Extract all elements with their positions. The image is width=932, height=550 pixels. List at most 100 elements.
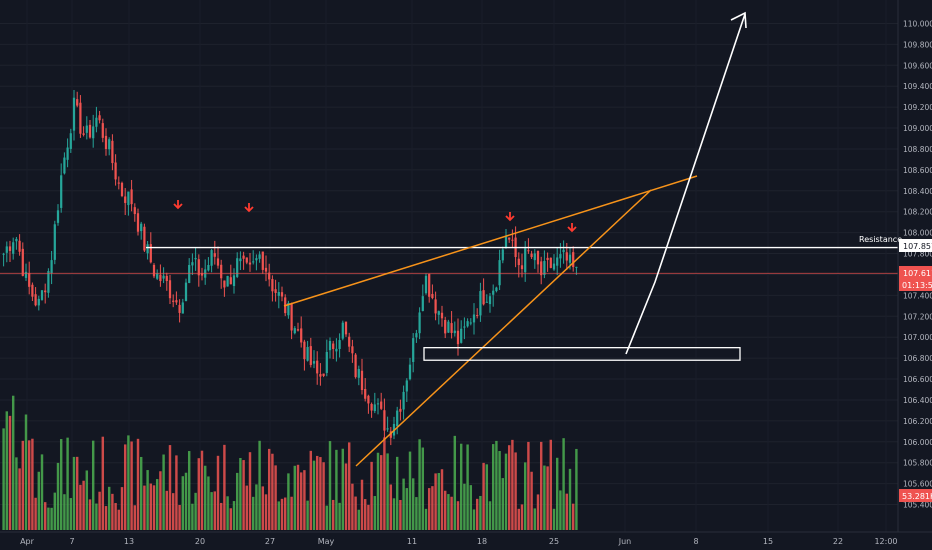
- volume-bar: [504, 453, 508, 530]
- volume-bar: [552, 508, 556, 530]
- candle-body: [533, 253, 536, 261]
- volume-bar: [360, 479, 364, 530]
- candle-body: [120, 182, 124, 197]
- volume-bar: [440, 469, 444, 530]
- volume-bar: [184, 472, 188, 530]
- support-zone-box[interactable]: [423, 347, 741, 361]
- candle-body: [351, 346, 354, 354]
- volume-bar: [536, 494, 540, 530]
- volume-bar: [459, 443, 463, 530]
- volume-bar: [523, 462, 527, 530]
- volume-bar: [568, 468, 572, 530]
- price-tick-label: 105.600: [903, 480, 932, 489]
- volume-bar: [258, 440, 261, 530]
- volume-bar: [575, 448, 578, 530]
- volume-bar: [82, 480, 85, 530]
- volume-bar: [456, 501, 460, 530]
- volume-bar: [255, 484, 258, 530]
- candle-body: [418, 312, 421, 334]
- candle-body: [63, 157, 66, 174]
- volume-bar: [293, 465, 297, 530]
- candle-body: [415, 333, 418, 338]
- volume-bar: [405, 488, 409, 530]
- candle-body: [357, 369, 360, 378]
- volume-bar: [488, 501, 492, 530]
- volume-bar: [434, 473, 437, 530]
- wedge-lower-line[interactable]: [355, 189, 652, 467]
- candle-body: [146, 244, 149, 254]
- candle-body: [143, 226, 146, 251]
- candle-body: [85, 125, 88, 133]
- candle-body: [450, 323, 453, 333]
- candle-body: [280, 292, 284, 297]
- volume-bar: [216, 455, 220, 530]
- candle-body: [152, 264, 156, 277]
- volume-bar: [267, 448, 271, 530]
- volume-bar: [66, 437, 69, 530]
- volume-bar: [223, 444, 226, 530]
- candle-body: [463, 326, 466, 328]
- volume-bar: [530, 471, 533, 530]
- time-tick-label: Apr: [20, 537, 35, 546]
- volume-bar: [571, 503, 575, 530]
- volume-bar: [376, 452, 380, 530]
- price-tick-label: 109.000: [903, 124, 932, 133]
- projection-arrow[interactable]: [625, 13, 746, 355]
- candle-body: [277, 291, 280, 296]
- candle-body: [229, 277, 232, 285]
- candle-body: [117, 182, 120, 184]
- volume-bar: [546, 466, 549, 530]
- volume-bar: [287, 473, 290, 530]
- volume-bar: [328, 441, 332, 530]
- candle-body: [565, 252, 568, 261]
- candle-body: [252, 261, 255, 263]
- candle-body: [47, 271, 50, 293]
- volume-bar: [162, 454, 165, 530]
- volume-bar: [479, 495, 482, 530]
- volume-bar: [463, 483, 466, 530]
- volume-bar: [437, 473, 441, 530]
- volume-bar: [501, 478, 505, 530]
- volume-bar: [210, 492, 213, 530]
- candle-body: [332, 343, 335, 349]
- volume-bar: [114, 503, 117, 530]
- volume-bar: [213, 491, 217, 530]
- volume-bar: [127, 435, 130, 530]
- volume-bar: [520, 504, 524, 530]
- volume-bar: [191, 503, 194, 530]
- volume-bar: [232, 501, 236, 530]
- candle-body: [200, 273, 204, 276]
- candle-body: [34, 294, 37, 306]
- volume-bar: [431, 486, 434, 530]
- candle-body: [104, 135, 108, 150]
- time-axis[interactable]: Apr 7 13 20 27 May 11 18 25 Jun 8 15 22 12:00: [0, 531, 932, 546]
- candle-body: [527, 250, 530, 252]
- candle-body: [399, 408, 402, 412]
- candle-body: [530, 253, 533, 258]
- volume-tag: 53.281K: [902, 492, 932, 501]
- candle-body: [261, 251, 264, 270]
- candle-body: [444, 319, 447, 334]
- volume-bar: [85, 470, 89, 530]
- candle-body: [556, 257, 559, 266]
- volume-bar: [453, 435, 457, 530]
- volume-bar: [117, 509, 121, 530]
- candle-body: [300, 328, 303, 343]
- candle-body: [440, 312, 444, 319]
- candle-body: [232, 275, 236, 286]
- volume-bar: [280, 498, 284, 530]
- time-tick-label: 18: [477, 537, 487, 546]
- candle-body: [18, 240, 21, 252]
- volume-bar: [181, 476, 185, 530]
- candle-body: [226, 275, 229, 287]
- volume-bar: [395, 456, 399, 530]
- volume-bar: [5, 411, 9, 530]
- candle-body: [114, 162, 117, 180]
- wedge-upper-line[interactable]: [283, 175, 698, 307]
- candle-body: [76, 99, 79, 106]
- chart-drawings[interactable]: [0, 11, 898, 467]
- volume-bar: [194, 492, 197, 530]
- volume-bar: [8, 415, 12, 530]
- price-tick-label: 105.400: [903, 501, 932, 510]
